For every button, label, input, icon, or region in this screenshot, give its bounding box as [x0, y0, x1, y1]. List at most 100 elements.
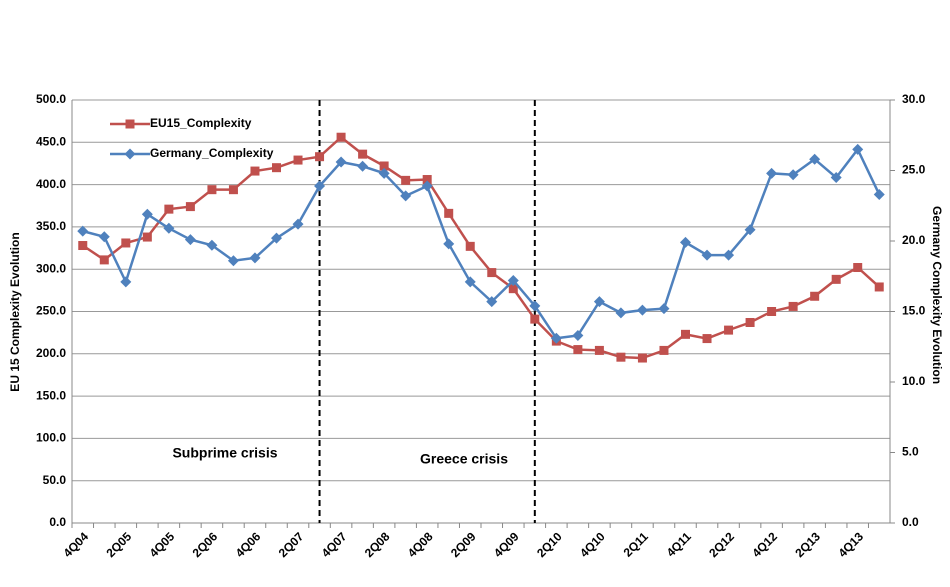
marker [184, 234, 196, 246]
marker [206, 239, 218, 251]
marker [141, 208, 153, 220]
marker [873, 188, 885, 200]
marker [272, 163, 281, 173]
x-tick-label: 2Q11 [621, 529, 651, 559]
y2-axis-title: Germany Complexity Evolution [930, 206, 944, 384]
marker [378, 167, 390, 179]
y2-tick-label: 0.0 [902, 515, 919, 529]
y2-tick-label: 30.0 [902, 92, 926, 106]
x-tick-label: 4Q13 [835, 529, 866, 560]
marker [465, 241, 475, 251]
marker [508, 284, 518, 294]
marker [787, 169, 799, 181]
y2-tick-label: 10.0 [902, 374, 926, 388]
marker [292, 218, 304, 230]
marker [227, 255, 239, 267]
y-tick-label: 350.0 [36, 219, 66, 233]
x-tick-label: 2Q09 [448, 529, 479, 560]
y-tick-label: 0.0 [49, 515, 66, 529]
marker [680, 236, 691, 248]
marker [615, 307, 627, 319]
y2-tick-label: 5.0 [902, 445, 919, 459]
y-tick-label: 450.0 [36, 134, 66, 148]
marker [400, 190, 412, 202]
marker [314, 180, 326, 192]
marker [767, 307, 777, 316]
marker [120, 276, 132, 288]
marker [529, 300, 541, 312]
x-tick-label: 4Q09 [491, 529, 522, 560]
marker [573, 345, 583, 355]
marker [78, 241, 88, 251]
marker [335, 156, 347, 168]
marker [121, 238, 131, 248]
legend-label: Germany_Complexity [150, 146, 274, 160]
marker [249, 252, 261, 264]
x-tick-label: 4Q11 [664, 529, 694, 559]
x-tick-label: 4Q08 [405, 529, 436, 560]
x-tick-label: 4Q10 [577, 529, 608, 560]
y-axis-title: EU 15 Complexity Evolution [8, 232, 22, 391]
marker [616, 352, 626, 362]
marker [507, 274, 519, 286]
marker [724, 325, 734, 335]
marker [125, 119, 135, 129]
marker [572, 329, 584, 341]
marker [464, 276, 476, 288]
marker [874, 282, 884, 292]
marker [486, 296, 498, 308]
marker [379, 161, 389, 171]
marker [444, 208, 454, 218]
marker [745, 317, 755, 327]
y-tick-label: 300.0 [36, 261, 66, 275]
marker [636, 304, 648, 316]
y-tick-label: 400.0 [36, 177, 66, 191]
marker [550, 332, 562, 344]
marker [207, 185, 217, 195]
marker [701, 249, 713, 261]
x-tick-label: 2Q07 [276, 529, 307, 560]
x-tick-label: 4Q05 [147, 529, 178, 560]
x-tick-label: 2Q05 [104, 529, 135, 560]
marker [164, 204, 174, 214]
marker [77, 225, 89, 237]
annotation: Subprime crisis [172, 445, 277, 461]
marker [744, 224, 756, 236]
marker [809, 153, 821, 165]
marker [723, 249, 735, 261]
marker [766, 167, 778, 179]
legend-label: EU15_Complexity [150, 116, 252, 130]
marker [681, 329, 690, 339]
x-tick-label: 2Q13 [792, 529, 823, 560]
marker [163, 222, 175, 234]
marker [658, 303, 670, 315]
marker [250, 166, 260, 176]
y2-tick-label: 20.0 [902, 233, 926, 247]
y-tick-label: 100.0 [36, 431, 66, 445]
y2-tick-label: 15.0 [902, 304, 926, 318]
marker [443, 238, 455, 250]
marker [124, 148, 136, 160]
marker [99, 255, 109, 265]
marker [659, 345, 669, 355]
y-tick-label: 150.0 [36, 388, 66, 402]
marker [852, 143, 864, 155]
marker [228, 185, 238, 195]
y-tick-label: 200.0 [36, 346, 66, 360]
marker [185, 202, 195, 212]
marker [637, 353, 647, 363]
series-line [82, 146, 881, 340]
marker [487, 268, 497, 278]
x-tick-label: 2Q06 [190, 529, 221, 560]
marker [702, 334, 712, 344]
annotation: Greece crisis [420, 451, 508, 467]
marker [293, 155, 303, 165]
marker [358, 149, 368, 159]
y2-tick-label: 25.0 [902, 163, 926, 177]
marker [357, 160, 369, 172]
marker [530, 314, 540, 324]
x-tick-label: 2Q12 [706, 529, 737, 560]
x-tick-label: 2Q08 [362, 529, 393, 560]
marker [421, 180, 433, 192]
